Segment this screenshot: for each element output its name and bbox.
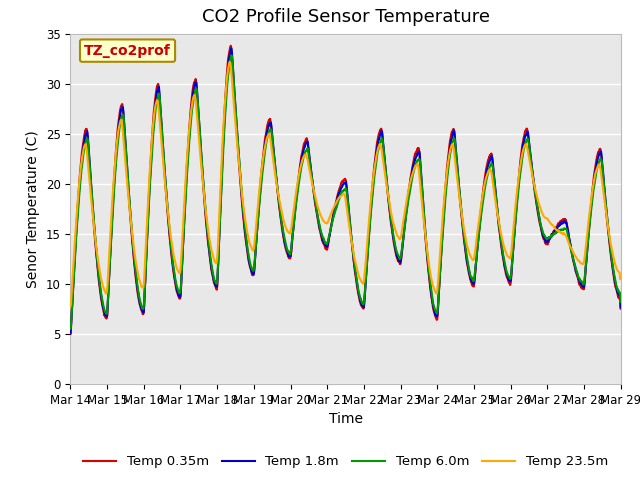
Line: Temp 23.5m: Temp 23.5m — [70, 62, 621, 307]
X-axis label: Time: Time — [328, 412, 363, 426]
Line: Temp 0.35m: Temp 0.35m — [70, 46, 621, 334]
Line: Temp 1.8m: Temp 1.8m — [70, 48, 621, 333]
Y-axis label: Senor Temperature (C): Senor Temperature (C) — [26, 130, 40, 288]
Text: TZ_co2prof: TZ_co2prof — [84, 44, 171, 58]
Legend: Temp 0.35m, Temp 1.8m, Temp 6.0m, Temp 23.5m: Temp 0.35m, Temp 1.8m, Temp 6.0m, Temp 2… — [77, 450, 614, 474]
Title: CO2 Profile Sensor Temperature: CO2 Profile Sensor Temperature — [202, 9, 490, 26]
Line: Temp 6.0m: Temp 6.0m — [70, 55, 621, 329]
